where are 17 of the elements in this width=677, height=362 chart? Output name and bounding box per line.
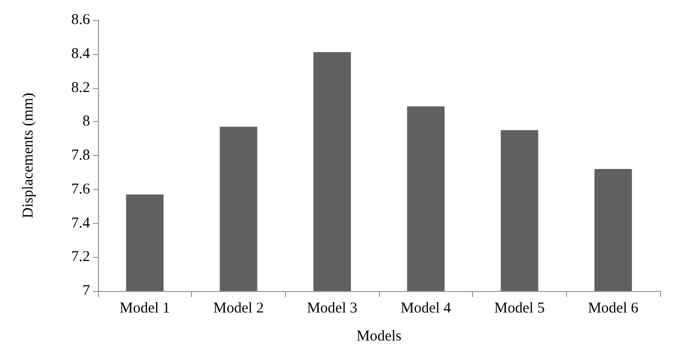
- y-tick-label: 7: [82, 283, 90, 299]
- y-tick-label: 8.6: [71, 12, 90, 28]
- x-tick-label: Model 5: [494, 300, 545, 316]
- y-tick-label: 8.2: [71, 80, 90, 96]
- x-tick-label: Model 2: [213, 300, 264, 316]
- x-tick-label: Model 3: [306, 300, 358, 316]
- y-tick-label: 7.2: [71, 249, 90, 266]
- x-tick-label: Model 4: [400, 300, 452, 316]
- y-tick-label: 8: [82, 114, 90, 130]
- x-tick-label: Model 1: [120, 300, 170, 316]
- y-tick-label: 8.4: [71, 46, 90, 62]
- y-tick-label: 7.6: [71, 181, 90, 198]
- x-tick-label: Model 6: [588, 300, 639, 316]
- y-tick-label: 7.4: [71, 215, 90, 232]
- y-tick-label: 7.8: [71, 148, 90, 164]
- x-axis-title: Models: [356, 328, 402, 344]
- y-axis-title: Displacements (mm): [20, 92, 36, 218]
